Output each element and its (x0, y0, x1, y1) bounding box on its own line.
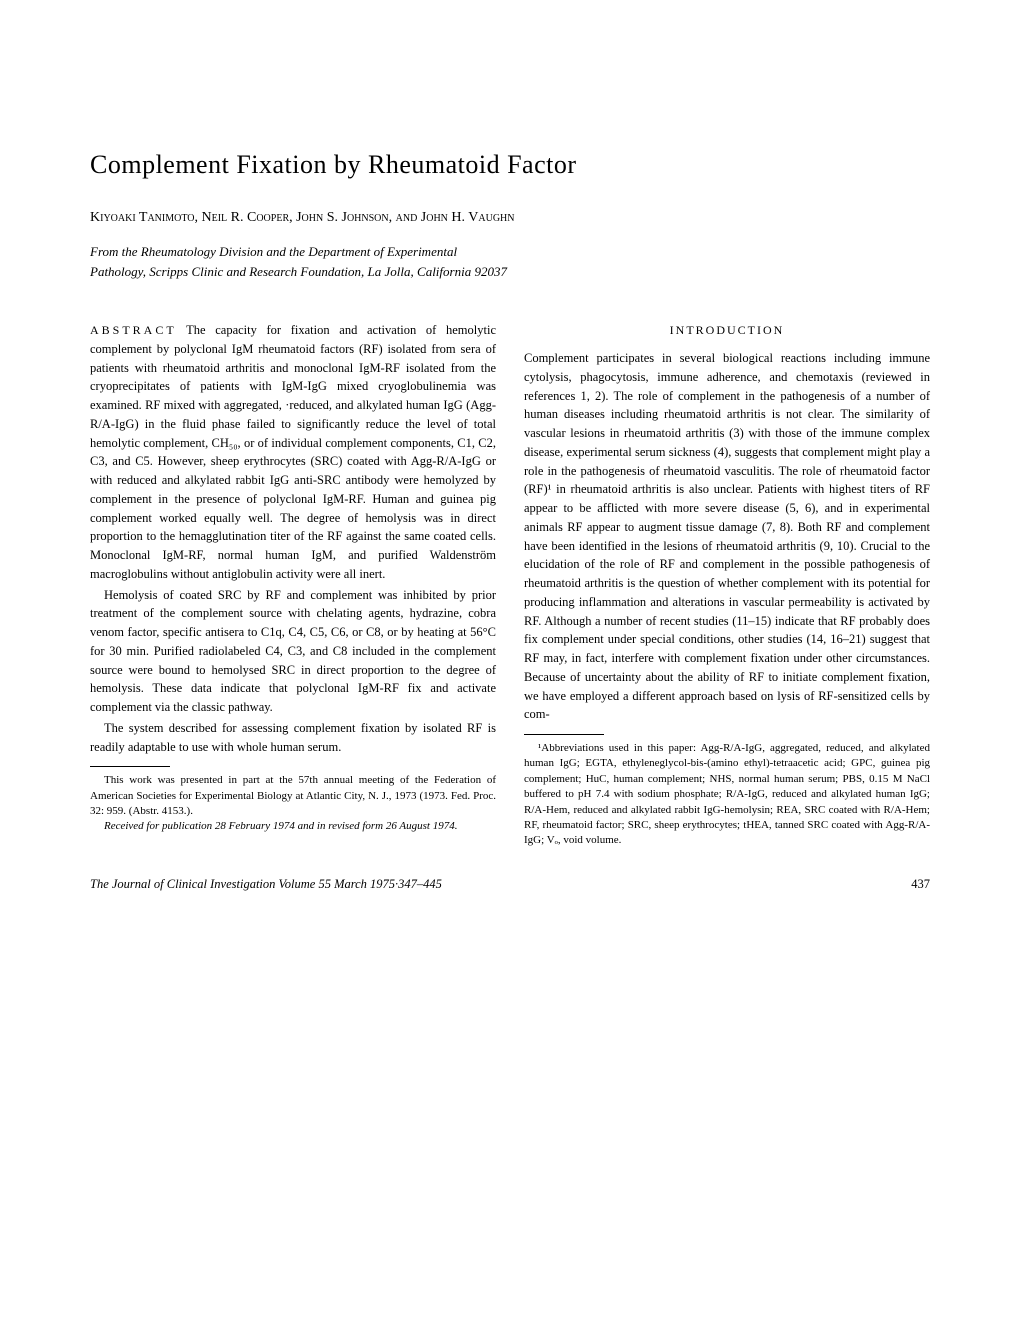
left-column: ABSTRACT The capacity for fixation and a… (90, 321, 496, 849)
page-number: 437 (911, 877, 930, 892)
introduction-heading: INTRODUCTION (524, 321, 930, 339)
received-text: Received for publication 28 February 197… (104, 820, 457, 832)
journal-citation: The Journal of Clinical Investigation Vo… (90, 877, 442, 892)
body-columns: ABSTRACT The capacity for fixation and a… (90, 321, 930, 849)
abstract-text-1: The capacity for fixation and activation… (90, 323, 496, 581)
introduction-paragraph-1: Complement participates in several biolo… (524, 349, 930, 724)
affiliation: From the Rheumatology Division and the D… (90, 242, 930, 281)
abstract-label: ABSTRACT (90, 323, 177, 337)
left-footnote-1: This work was presented in part at the 5… (90, 773, 496, 819)
abstract-paragraph-1: ABSTRACT The capacity for fixation and a… (90, 321, 496, 584)
right-footnote-1: ¹Abbreviations used in this paper: Agg-R… (524, 741, 930, 849)
affiliation-line1: From the Rheumatology Division and the D… (90, 244, 457, 259)
left-footnote-2: Received for publication 28 February 197… (90, 819, 496, 834)
authors-line: Kiyoaki Tanimoto, Neil R. Cooper, John S… (90, 210, 930, 226)
affiliation-line2: Pathology, Scripps Clinic and Research F… (90, 264, 507, 279)
footnote-rule-left (90, 766, 170, 767)
abstract-paragraph-3: The system described for assessing compl… (90, 719, 496, 757)
authors-text: Kiyoaki Tanimoto, Neil R. Cooper, John S… (90, 210, 514, 225)
journal-footer: The Journal of Clinical Investigation Vo… (90, 877, 930, 892)
footnote-rule-right (524, 734, 604, 735)
right-column: INTRODUCTION Complement participates in … (524, 321, 930, 849)
abstract-paragraph-2: Hemolysis of coated SRC by RF and comple… (90, 586, 496, 717)
article-title: Complement Fixation by Rheumatoid Factor (90, 150, 930, 180)
